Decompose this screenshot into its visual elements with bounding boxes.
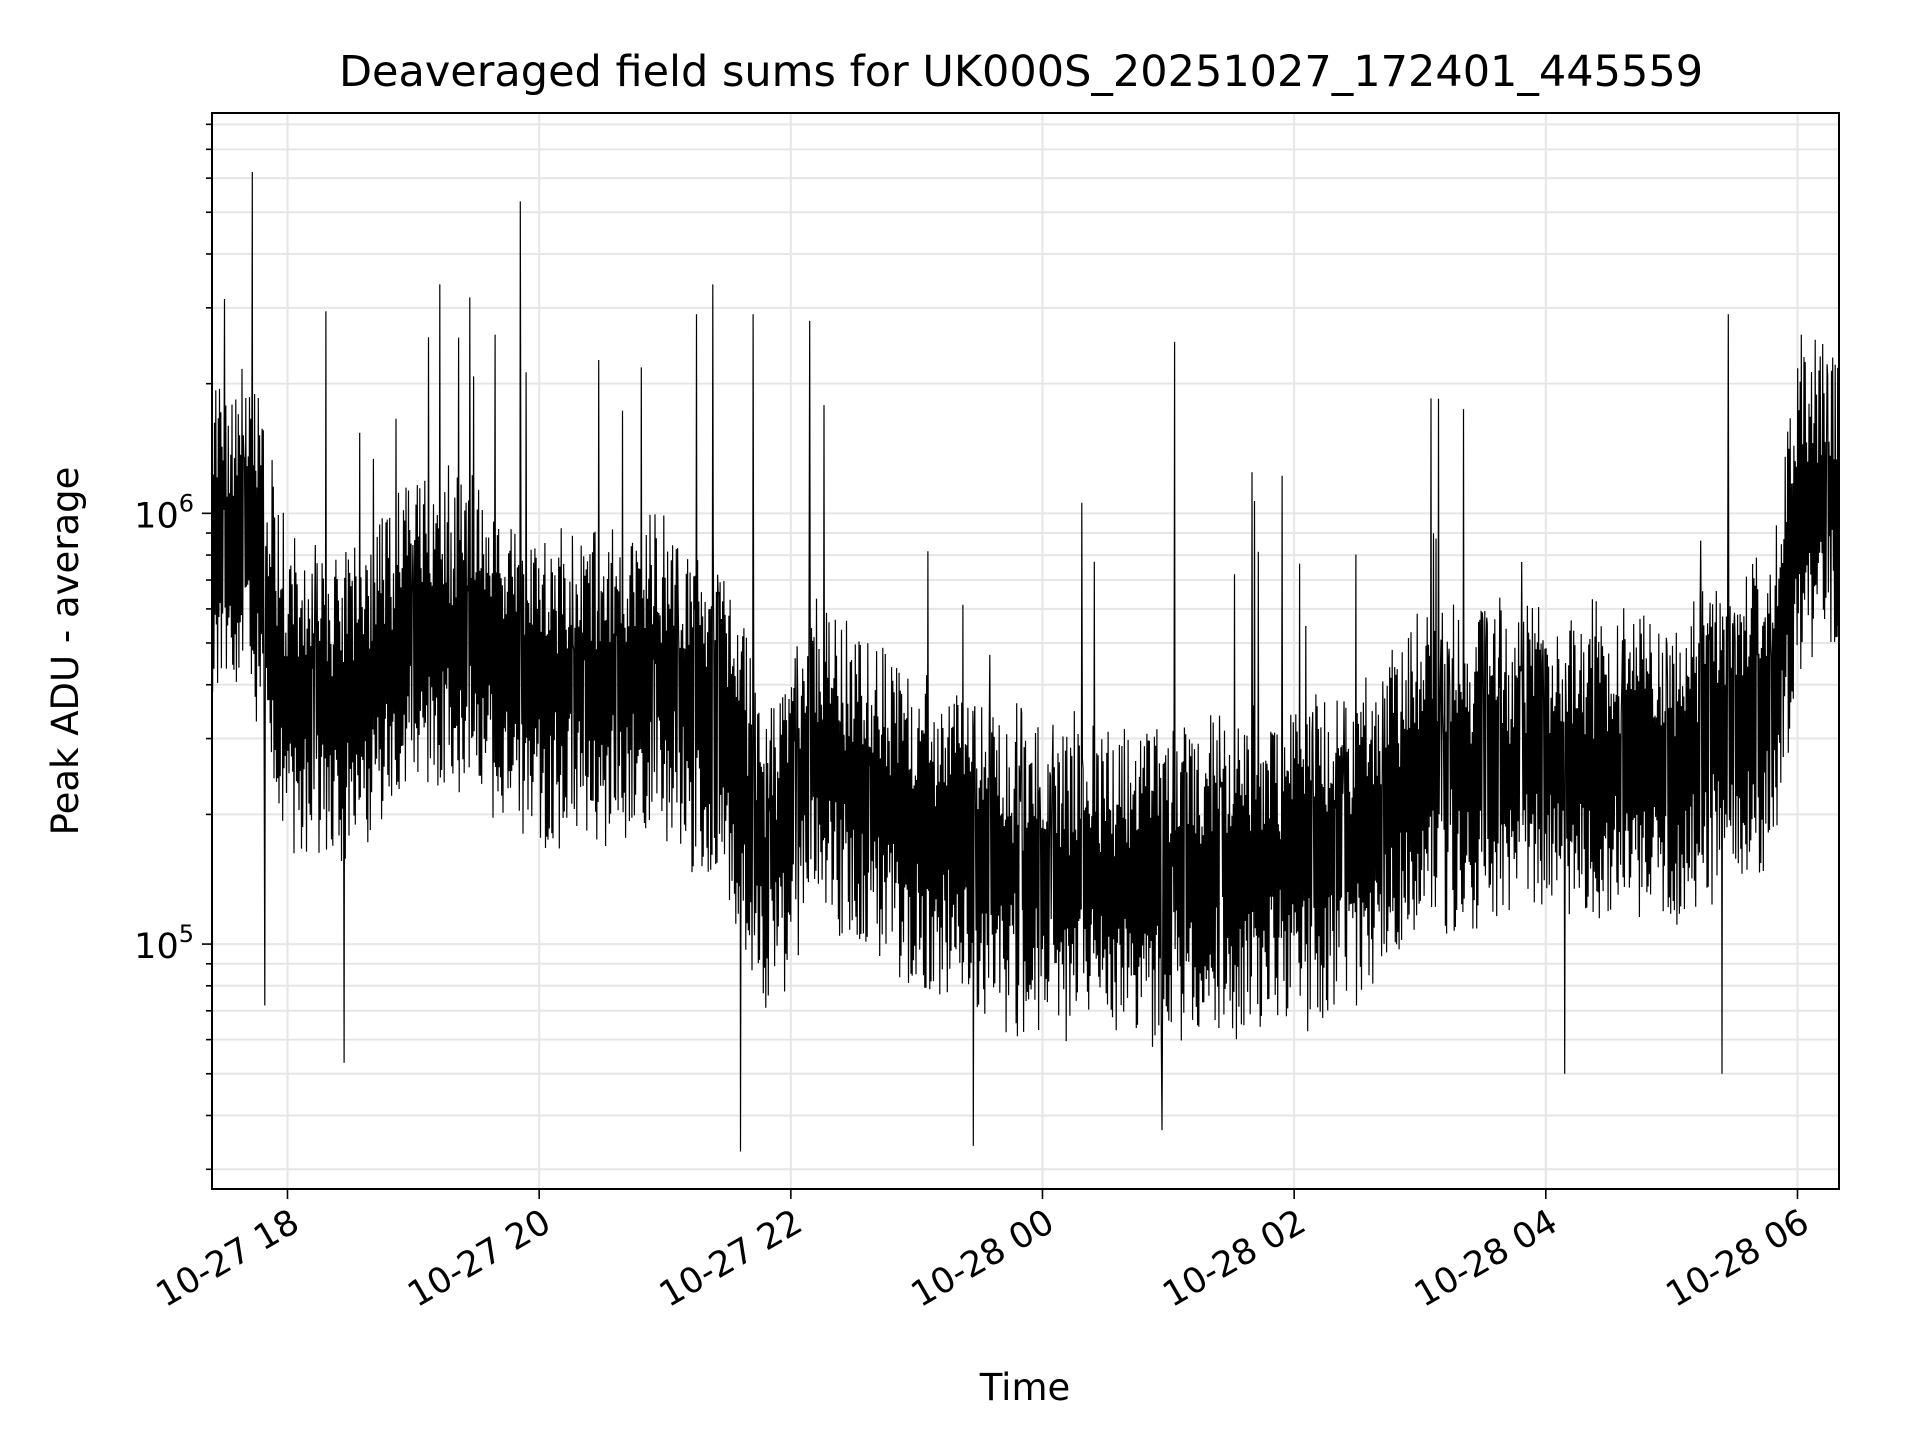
plot-frame <box>211 112 1840 1190</box>
chart-title: Deaveraged field sums for UK000S_2025102… <box>339 47 1703 97</box>
x-axis-label: Time <box>979 1366 1071 1409</box>
y-axis-label: Peak ADU - average <box>44 467 87 836</box>
y-tick-label: 106 <box>134 489 194 536</box>
y-axis: 105 106 <box>134 123 212 1171</box>
series-line <box>211 171 1840 1152</box>
y-tick-label: 105 <box>134 920 194 967</box>
data-series <box>211 171 1840 1152</box>
